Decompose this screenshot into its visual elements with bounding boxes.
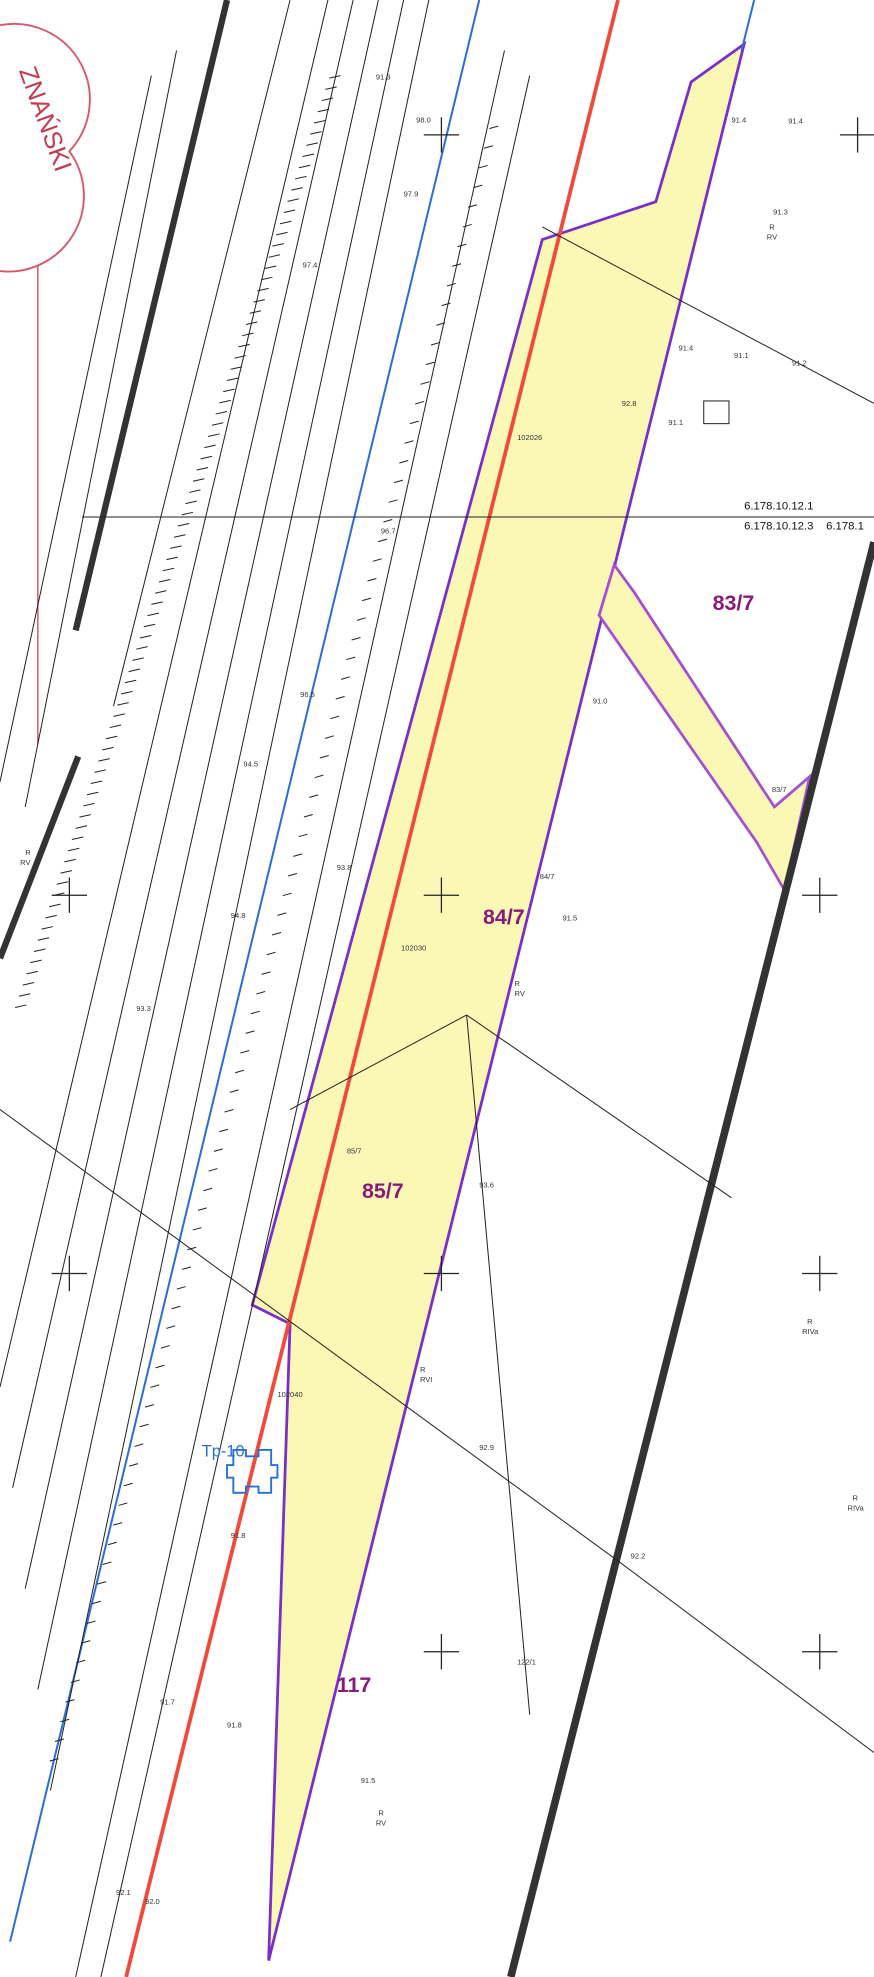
elevation-label: RIVa — [848, 1503, 865, 1512]
parcel-label: 84/7 — [483, 905, 525, 929]
map: ZNAŃSKI 83/7 84/7 85/7 117 Tp-10 6.178.1… — [0, 0, 874, 1977]
elevation-label: RV — [515, 989, 525, 998]
elevation-label: 97.9 — [404, 190, 419, 199]
parcel-label: 83/7 — [713, 591, 755, 615]
elevation-label: 92.2 — [631, 1551, 646, 1560]
coordinate-label: 6.178.1 — [826, 521, 864, 533]
elevation-label: 91.4 — [679, 344, 694, 353]
elevation-label: 91.8 — [231, 1531, 246, 1540]
elevation-label: RV — [767, 233, 777, 242]
elevation-label: RV — [376, 1819, 386, 1828]
elevation-label: 102040 — [277, 1390, 302, 1399]
marker-label: Tp-10 — [202, 1442, 245, 1460]
elevation-label: 97.4 — [303, 260, 318, 269]
elevation-label: 94.5 — [243, 760, 258, 769]
elevation-label: R — [515, 979, 521, 988]
coordinate-label: 6.178.10.12.3 — [744, 521, 813, 533]
elevation-label: 122/1 — [517, 1657, 536, 1666]
elevation-label: 91.4 — [731, 115, 746, 124]
coordinate-label: 6.178.10.12.1 — [744, 500, 813, 512]
elevation-label: 94.8 — [231, 911, 246, 920]
elevation-label: 91.3 — [376, 72, 391, 81]
elevation-label: 98.0 — [416, 115, 431, 124]
elevation-label: 91.8 — [227, 1720, 242, 1729]
elevation-label: R — [25, 848, 31, 857]
elevation-label: 84/7 — [540, 872, 555, 881]
elevation-label: 92.9 — [479, 1443, 494, 1452]
elevation-label: 93.6 — [479, 1181, 494, 1190]
elevation-label: R — [420, 1365, 426, 1374]
elevation-label: 91.0 — [593, 697, 608, 706]
parcel-label: 85/7 — [362, 1179, 404, 1203]
elevation-label: 92.0 — [145, 1897, 160, 1906]
elevation-label: 92.1 — [116, 1888, 131, 1897]
page: ZNAŃSKI 83/7 84/7 85/7 117 Tp-10 6.178.1… — [0, 0, 874, 1977]
elevation-label: R — [378, 1809, 384, 1818]
parcel-label: 117 — [337, 1673, 372, 1697]
elevation-label: RV — [20, 858, 30, 867]
elevation-label: 83/7 — [772, 785, 787, 794]
elevation-label: R — [853, 1493, 859, 1502]
elevation-label: 91.5 — [562, 913, 577, 922]
elevation-label: 92.8 — [622, 399, 637, 408]
elevation-label: 96.5 — [300, 690, 315, 699]
elevation-label: 91.7 — [160, 1698, 175, 1707]
elevation-label: 102026 — [517, 433, 542, 442]
elevation-label: 91.2 — [792, 359, 807, 368]
elevation-label: 91.1 — [734, 351, 749, 360]
elevation-label: 91.5 — [361, 1776, 376, 1785]
elevation-label: R — [807, 1317, 813, 1326]
elevation-label: 91.4 — [788, 117, 803, 126]
elevation-label: 91.3 — [773, 207, 788, 216]
elevation-label: 93.8 — [337, 863, 352, 872]
elevation-label: 93.3 — [136, 1004, 151, 1013]
elevation-label: 91.1 — [668, 418, 683, 427]
elevation-label: R — [769, 222, 775, 231]
elevation-label: 102030 — [401, 944, 426, 953]
elevation-label: 96.7 — [381, 526, 396, 535]
elevation-label: 85/7 — [347, 1147, 362, 1156]
elevation-label: RIVa — [802, 1327, 819, 1336]
elevation-label: RVI — [420, 1375, 432, 1384]
